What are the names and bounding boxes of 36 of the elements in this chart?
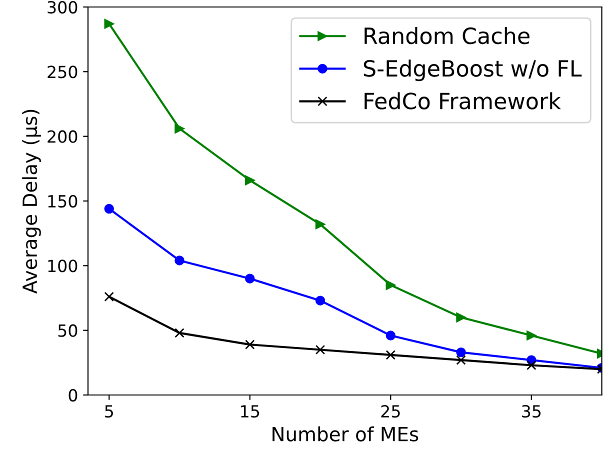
point	[104, 292, 114, 302]
point	[526, 360, 536, 370]
x-axis-title: Number of MEs	[272, 426, 418, 442]
y-tick-label: 150	[48, 194, 78, 208]
y-tick-label: 250	[48, 66, 78, 78]
point	[456, 312, 466, 322]
point	[104, 204, 114, 214]
point	[386, 280, 396, 290]
legend-label: S-EdgeBoost w/o FL	[364, 60, 582, 82]
y-tick-label: 100	[48, 260, 78, 272]
point	[315, 344, 326, 355]
legend-label: Random Cache	[364, 27, 530, 44]
point	[245, 175, 255, 186]
point	[386, 330, 396, 340]
point	[104, 18, 114, 29]
y-tick-label: 300	[48, 0, 78, 14]
y-axis-title: Average Delay (μs)	[22, 110, 41, 294]
legend-label: FedCo Framework	[364, 92, 561, 110]
point	[386, 350, 396, 360]
point	[174, 328, 184, 338]
point	[245, 340, 255, 350]
point	[174, 124, 184, 134]
point	[315, 219, 326, 230]
point	[526, 330, 536, 340]
x-tick-label: 25	[381, 405, 400, 418]
point	[245, 274, 255, 284]
y-tick-label: 200	[48, 130, 78, 143]
x-tick-label: 5	[105, 405, 113, 418]
point	[174, 256, 184, 266]
x-tick-label: 15	[241, 405, 260, 418]
y-tick-label: 0	[68, 388, 78, 402]
point	[456, 347, 466, 358]
x-tick-label: 35	[522, 405, 541, 418]
point	[315, 296, 326, 306]
y-tick-label: 50	[58, 324, 78, 337]
point	[456, 355, 466, 365]
